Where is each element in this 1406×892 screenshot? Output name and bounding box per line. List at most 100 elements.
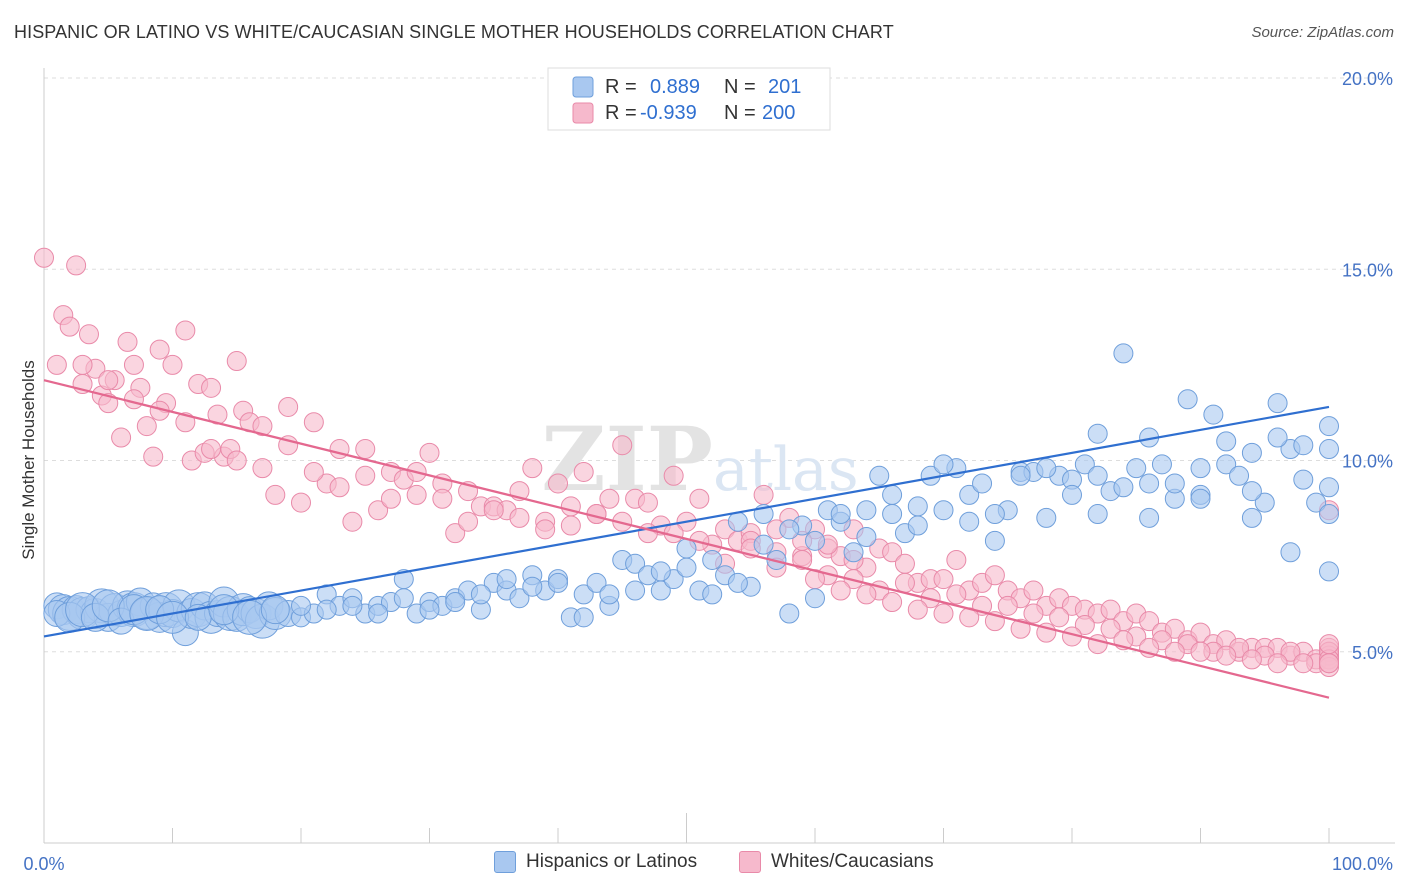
hispanic-point <box>586 572 607 593</box>
white-point <box>599 488 620 509</box>
hispanic-point <box>869 465 890 486</box>
hispanic-point <box>291 595 311 616</box>
legend-n-value-pink: 200 <box>762 102 795 124</box>
legend-r-value-blue: 0.889 <box>650 76 700 98</box>
hispanic-point <box>882 484 903 505</box>
legend-item-whites[interactable]: Whites/Caucasians <box>739 851 934 873</box>
hispanic-point <box>843 542 864 563</box>
hispanic-point <box>1164 473 1185 494</box>
white-point <box>1049 607 1070 628</box>
hispanic-point <box>445 592 466 613</box>
legend-label-whites: Whites/Caucasians <box>771 851 934 872</box>
y-tick-labels: 5.0% 10.0% 15.0% 20.0% <box>1342 69 1393 663</box>
y-tick-label: 20.0% <box>1342 69 1393 89</box>
hispanic-point <box>1139 507 1160 528</box>
white-point <box>66 255 87 276</box>
white-point <box>303 461 324 482</box>
white-point <box>149 339 170 360</box>
hispanic-point <box>1177 389 1198 410</box>
hispanic-point <box>509 588 530 609</box>
hispanic-point <box>805 530 825 551</box>
hispanic-point <box>1203 404 1224 425</box>
y-tick-label: 5.0% <box>1352 643 1393 663</box>
white-point <box>175 412 196 433</box>
hispanic-point <box>1306 492 1327 513</box>
white-point <box>342 511 363 532</box>
white-point <box>637 492 658 513</box>
hispanic-point <box>1241 507 1262 528</box>
hispanic-point <box>1319 477 1339 498</box>
white-point <box>933 569 954 590</box>
hispanic-point <box>316 599 337 620</box>
white-point <box>46 354 67 375</box>
hispanic-point <box>368 603 389 624</box>
stats-legend: R = 0.889 N = 201 R = -0.939 N = 200 <box>547 67 831 131</box>
white-point <box>509 507 530 528</box>
white-point <box>432 488 453 509</box>
white-point <box>1087 634 1108 655</box>
legend-label-hispanics: Hispanics or Latinos <box>526 851 698 872</box>
legend-r-label: R = <box>605 102 637 124</box>
hispanic-point <box>342 595 363 616</box>
white-point <box>1280 641 1301 662</box>
hispanic-point <box>1293 469 1314 490</box>
hispanic-point <box>856 500 877 521</box>
hispanic-point <box>779 603 800 624</box>
white-point <box>329 477 350 498</box>
hispanic-point <box>805 588 825 609</box>
white-point <box>1100 618 1121 639</box>
white-point <box>406 484 427 505</box>
legend-n-label: N = <box>724 102 756 124</box>
white-point <box>483 500 504 521</box>
axes <box>43 68 1395 844</box>
white-point <box>98 370 119 391</box>
white-point <box>984 565 1005 586</box>
hispanic-point <box>1319 561 1339 582</box>
white-point <box>162 354 183 375</box>
white-point <box>1216 645 1237 666</box>
y-tick-label: 15.0% <box>1342 260 1393 280</box>
hispanic-point <box>1190 458 1211 479</box>
hispanic-point <box>1293 435 1314 456</box>
x-tick-label: 100.0% <box>1332 854 1393 874</box>
hispanic-point <box>1241 442 1262 463</box>
series-legend: Hispanics or Latinos Whites/Caucasians <box>0 851 1406 879</box>
white-point <box>175 320 196 341</box>
white-point <box>612 435 633 456</box>
hispanic-point <box>856 527 877 547</box>
white-point <box>226 450 247 471</box>
hispanic-point <box>779 519 800 540</box>
white-point <box>123 354 144 375</box>
hispanic-point <box>676 538 697 559</box>
white-point <box>1319 653 1339 674</box>
hispanic-point <box>1241 481 1262 502</box>
hispanic-point <box>1087 504 1108 525</box>
white-point <box>1241 649 1262 670</box>
x-tick-labels: 0.0% 100.0% <box>23 854 1393 874</box>
hispanic-point <box>702 584 723 605</box>
hispanic-point <box>1229 465 1250 486</box>
white-point <box>72 354 93 375</box>
white-point <box>136 416 157 437</box>
white-point <box>1139 611 1160 632</box>
white-point <box>946 584 967 605</box>
hispanic-point <box>1151 454 1172 475</box>
hispanics-latinos-points <box>43 343 1339 647</box>
legend-item-hispanics[interactable]: Hispanics or Latinos <box>494 851 697 873</box>
white-point <box>303 412 324 433</box>
legend-r-value-pink: -0.939 <box>640 102 697 124</box>
white-point <box>1023 580 1044 601</box>
white-point <box>894 553 915 574</box>
white-point <box>355 465 376 486</box>
white-point <box>143 446 164 467</box>
white-point <box>445 523 466 544</box>
hispanic-point <box>1010 465 1031 486</box>
hispanic-point <box>1216 454 1237 475</box>
hispanic-point <box>548 572 568 593</box>
hispanic-point <box>625 580 646 601</box>
hispanic-point <box>676 557 697 578</box>
legend-swatch-pink <box>739 851 761 873</box>
hispanic-point <box>260 595 290 625</box>
white-point <box>946 549 967 570</box>
hispanic-point <box>959 484 980 505</box>
